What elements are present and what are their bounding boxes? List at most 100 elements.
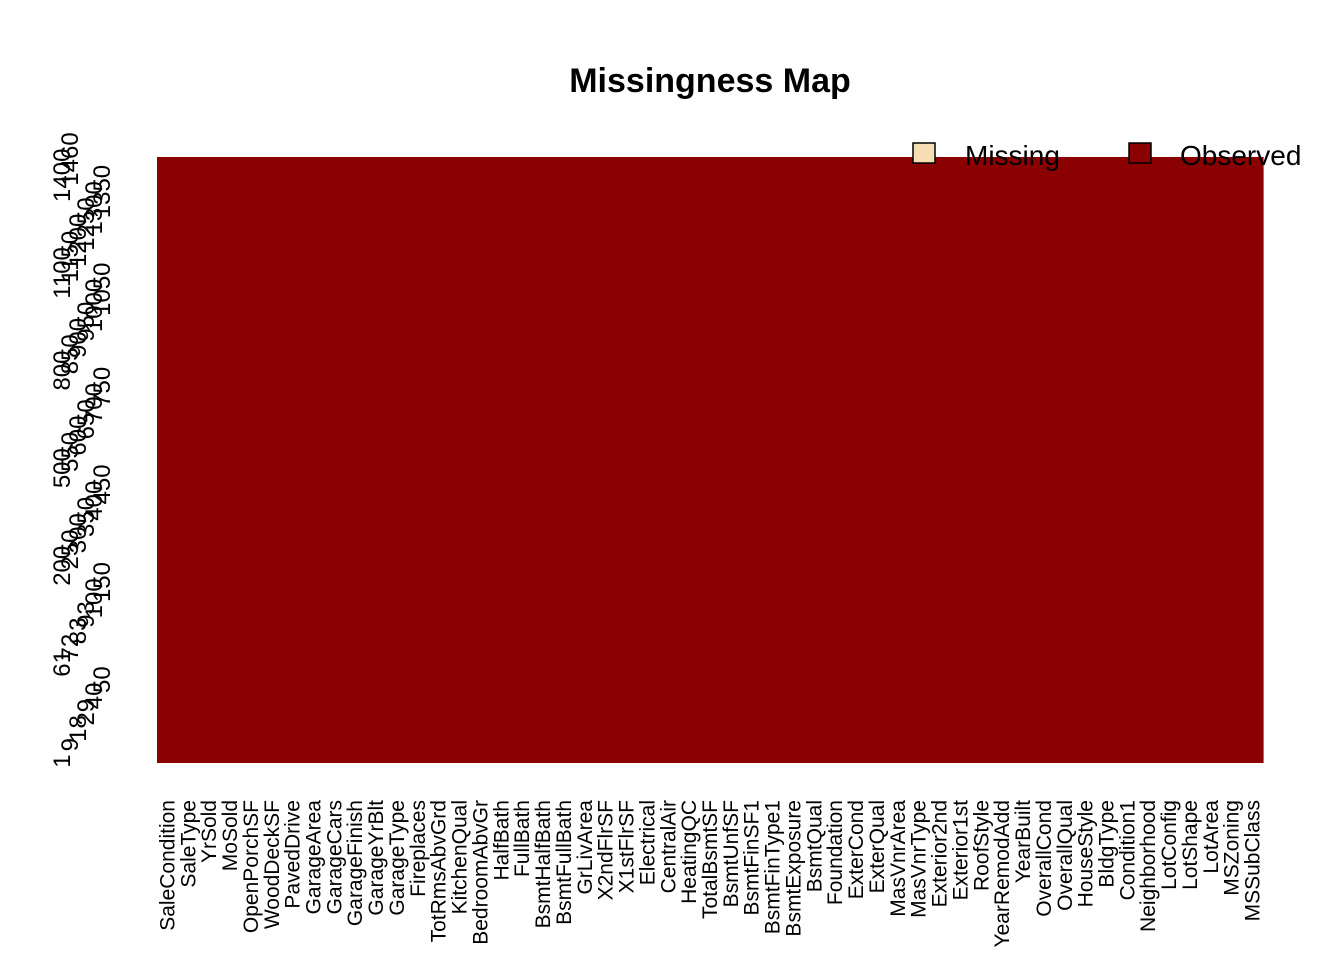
y-tick-61: 61 [49, 650, 76, 677]
y-tick-750: 750 [89, 367, 116, 407]
y-tick-700: 700 [81, 383, 108, 423]
x-tick-housestyle: HouseStyle [1075, 800, 1098, 907]
column-cell-totrmsabvgrd [428, 157, 450, 763]
x-tick-bsmtunfsf: BsmtUnfSF [720, 800, 743, 907]
column-cell-heatingqc [678, 157, 701, 763]
x-tick-yrsold: YrSold [198, 800, 221, 863]
x-tick-lotarea: LotArea [1200, 800, 1223, 874]
y-tick-1200: 1200 [65, 214, 92, 267]
x-tick-salecondition: SaleCondition [156, 800, 179, 931]
x-tick-condition1: Condition1 [1116, 800, 1139, 900]
y-tick-850: 850 [57, 334, 84, 374]
column-cell-exterior2nd [929, 157, 951, 763]
column-cell-kitchenqual [449, 157, 471, 763]
x-axis-tick-labels: SaleConditionSaleTypeYrSoldMoSoldOpenPor… [156, 800, 1264, 948]
x-tick-electrical: Electrical [636, 800, 659, 885]
column-cell-condition1 [1116, 157, 1139, 763]
x-tick-bsmtfullbath: BsmtFullBath [553, 800, 576, 925]
x-tick-grlivarea: GrLivArea [574, 800, 597, 895]
column-cell-x1stflrsf [616, 157, 638, 763]
x-tick-masvnrarea: MasVnrArea [887, 800, 910, 917]
column-cell-garagetype [386, 157, 409, 763]
x-tick-kitchenqual: KitchenQual [449, 800, 472, 914]
x-tick-garagearea: GarageArea [303, 800, 326, 915]
x-tick-mssubclass: MSSubClass [1242, 800, 1265, 921]
x-tick-x1stflrsf: X1stFlrSF [616, 800, 639, 893]
y-tick-950: 950 [73, 302, 100, 342]
column-cell-exterior1st [949, 157, 972, 763]
column-cell-bsmthalfbath [532, 157, 555, 763]
column-cell-exterqual [866, 157, 888, 763]
x-tick-foundation: Foundation [824, 800, 847, 905]
column-cell-bsmtexposure [783, 157, 805, 763]
x-tick-bsmthalfbath: BsmtHalfBath [532, 800, 555, 928]
column-cell-foundation [824, 157, 847, 763]
x-tick-exterior1st: Exterior1st [949, 800, 972, 901]
x-tick-bsmtfintype1: BsmtFinType1 [762, 800, 785, 934]
y-tick-400: 400 [81, 481, 108, 521]
column-cell-grlivarea [574, 157, 596, 763]
column-cell-mosold [219, 157, 242, 763]
column-cell-masvnrarea [887, 157, 909, 763]
x-tick-overallcond: OverallCond [1033, 800, 1056, 917]
column-cell-x2ndflrsf [595, 157, 617, 763]
x-tick-bsmtfinsf1: BsmtFinSF1 [741, 800, 764, 916]
x-tick-fireplaces: Fireplaces [407, 800, 430, 897]
y-tick-9: 9 [57, 738, 84, 751]
y-tick-1000: 1000 [81, 279, 108, 332]
x-tick-exterqual: ExterQual [866, 800, 889, 893]
column-cell-lotarea [1200, 157, 1222, 763]
column-cell-overallqual [1054, 157, 1076, 763]
column-cell-housestyle [1075, 157, 1097, 763]
column-cell-bldgtype [1096, 157, 1118, 763]
x-tick-roofstyle: RoofStyle [970, 800, 993, 891]
y-tick-1300: 1300 [81, 181, 108, 234]
column-cell-salecondition [157, 157, 179, 763]
column-cell-totalbsmtsf [699, 157, 722, 763]
chart-title: Missingness Map [569, 62, 851, 100]
x-tick-wooddecksf: WoodDeckSF [261, 800, 284, 929]
x-tick-totrmsabvgrd: TotRmsAbvGrd [428, 800, 451, 942]
column-cell-fireplaces [407, 157, 429, 763]
column-cell-saletype [177, 157, 200, 763]
column-cell-fullbath [511, 157, 534, 763]
x-tick-yearbuilt: YearBuilt [1012, 800, 1035, 883]
x-tick-yearremodadd: YearRemodAdd [991, 800, 1014, 948]
column-cell-yrsold [198, 157, 221, 763]
y-tick-250: 250 [57, 529, 84, 569]
y-tick-93: 93 [73, 601, 100, 628]
column-cell-yearremodadd [991, 157, 1014, 763]
x-tick-lotconfig: LotConfig [1158, 800, 1181, 890]
y-tick-40: 40 [81, 683, 108, 710]
y-tick-1100: 1100 [49, 247, 76, 299]
x-tick-saletype: SaleType [177, 800, 200, 888]
column-cell-garagefinish [344, 157, 367, 763]
plot-area [157, 157, 1264, 763]
x-tick-mszoning: MSZoning [1221, 800, 1244, 896]
column-cell-mszoning [1221, 157, 1243, 763]
column-cell-bsmtfullbath [553, 157, 575, 763]
y-tick-350: 350 [73, 497, 100, 537]
x-tick-x2ndflrsf: X2ndFlrSF [595, 800, 618, 900]
legend-swatch-observed [1128, 142, 1152, 164]
x-tick-overallqual: OverallQual [1054, 800, 1077, 911]
y-tick-1350: 1350 [89, 165, 116, 218]
x-tick-garagecars: GarageCars [323, 800, 346, 914]
x-tick-halfbath: HalfBath [490, 800, 513, 881]
y-tick-100: 100 [81, 578, 108, 618]
x-tick-centralair: CentralAir [657, 800, 680, 893]
column-cell-wooddecksf [261, 157, 283, 763]
column-cell-garageyrblt [365, 157, 388, 763]
column-cell-halfbath [490, 157, 513, 763]
y-tick-1400: 1400 [49, 149, 76, 202]
column-cell-garagecars [323, 157, 346, 763]
x-tick-totalbsmtsf: TotalBsmtSF [699, 800, 722, 919]
column-cell-lotconfig [1158, 157, 1181, 763]
legend-label-missing: Missing [965, 140, 1060, 171]
column-cell-bsmtfintype1 [762, 157, 784, 763]
column-cell-bedroomabvgr [470, 157, 492, 763]
x-tick-bldgtype: BldgType [1095, 800, 1118, 888]
y-tick-200: 200 [49, 546, 76, 586]
x-tick-fullbath: FullBath [511, 800, 534, 877]
